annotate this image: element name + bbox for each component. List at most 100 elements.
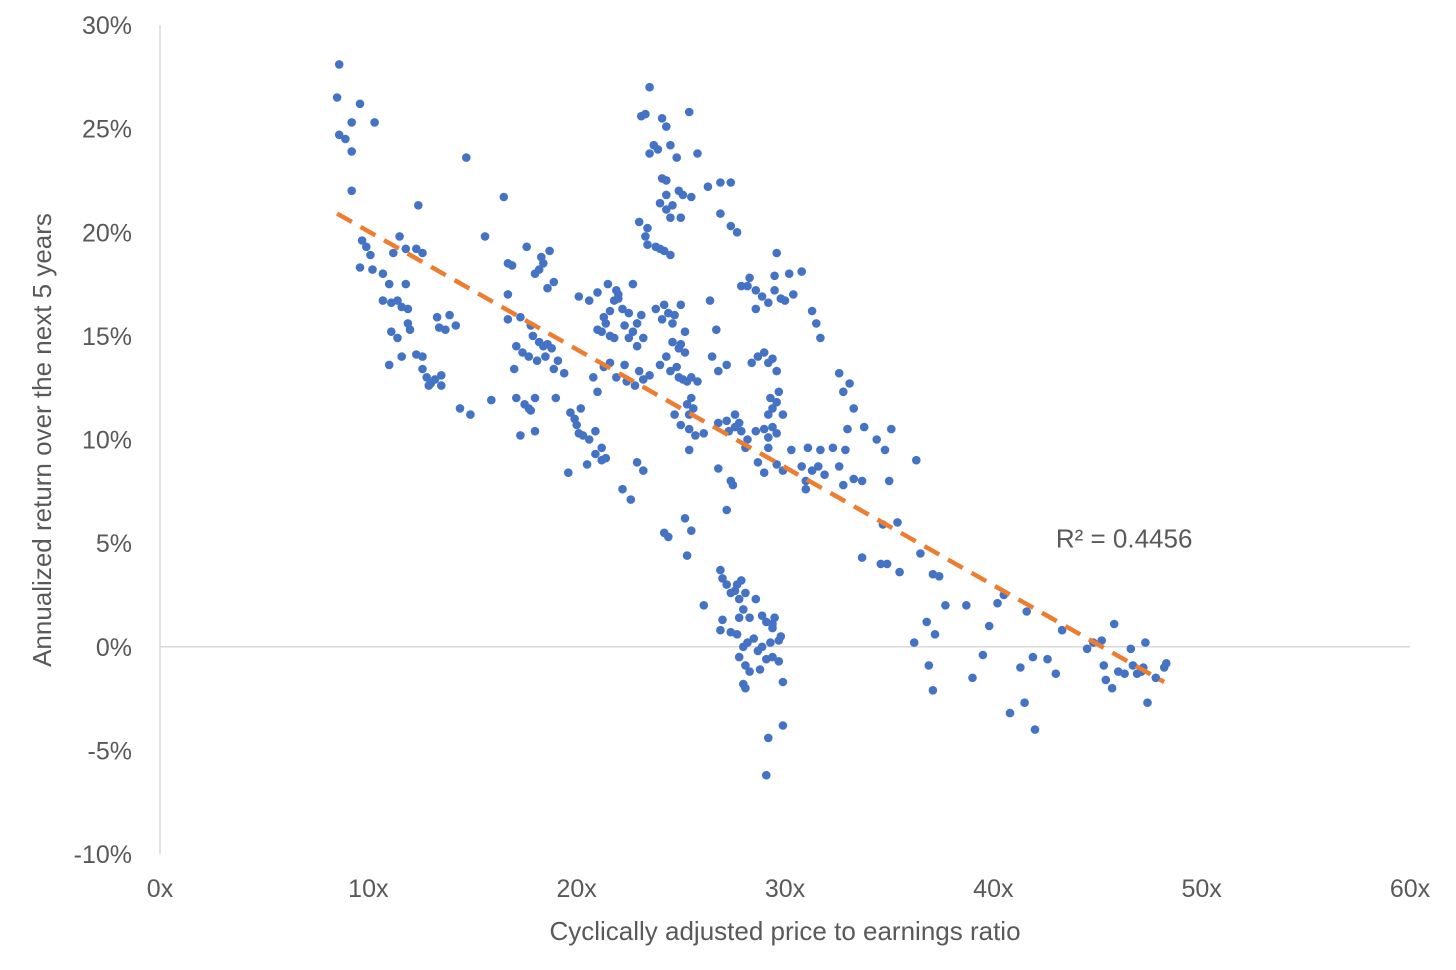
data-point [797,267,806,276]
data-point [668,319,677,328]
data-point [418,352,427,361]
data-point [395,232,404,241]
data-point [843,424,852,434]
data-point [768,652,777,662]
y-tick-label: -10% [74,841,132,869]
data-point [655,198,665,208]
data-point [882,559,892,569]
data-point [512,341,521,351]
data-point [682,400,692,409]
data-point [722,505,731,515]
data-point [384,279,394,289]
y-tick-label: 30% [82,12,132,40]
data-point [1051,669,1061,678]
data-point [355,263,365,272]
data-point [618,484,627,494]
data-point [772,460,781,469]
data-point [801,484,811,494]
data-point [499,192,509,202]
data-point [591,426,600,436]
data-point [978,650,988,660]
data-point [670,310,679,320]
data-point [432,312,442,322]
data-point [662,352,671,361]
data-point [772,248,781,258]
data-point [714,464,723,473]
trendline [335,211,1166,684]
x-tick-label: 50x [1182,875,1223,903]
data-point [716,209,725,218]
data-point [722,580,731,589]
data-point [774,387,784,397]
data-point [362,242,371,252]
data-point [757,292,767,301]
data-point [726,627,736,637]
data-point [993,598,1002,608]
data-point [757,611,767,620]
data-point [441,325,450,335]
data-point [764,433,773,442]
data-point [620,360,629,370]
data-point [772,397,781,407]
data-point [722,416,731,426]
data-point [524,352,534,361]
data-point [666,366,675,376]
data-point [807,466,817,475]
data-point [766,638,775,647]
data-point [574,292,584,301]
x-tick-labels: 0x 10x 20x 30x 40x 50x 60x [147,875,1431,903]
data-point [699,429,709,438]
axes [159,25,1410,854]
x-tick-label: 0x [147,875,174,903]
data-point [778,677,788,687]
data-point [545,246,554,256]
data-point [566,408,575,417]
data-point [355,99,365,109]
data-points [332,60,1171,780]
data-point [684,424,694,434]
data-point [668,201,677,210]
data-point [759,424,769,434]
data-point [895,567,904,577]
data-point [645,149,654,158]
data-point [639,333,648,343]
data-point [778,410,788,419]
data-point [734,652,744,662]
data-point [418,364,427,374]
data-point [609,333,619,343]
data-point [734,594,744,604]
data-point [634,366,644,376]
data-point [745,667,754,676]
data-point [378,269,388,279]
data-point [664,532,673,542]
data-point [347,118,357,127]
data-point [518,348,527,357]
data-point [764,298,773,308]
data-point [341,134,350,144]
data-point [593,387,602,397]
data-point [632,458,642,467]
data-point [803,443,813,453]
data-point [716,178,725,187]
data-point [582,460,592,469]
data-point [584,296,594,305]
data-point [655,360,665,370]
data-point [872,435,881,444]
data-point [528,331,538,341]
data-point [539,259,548,268]
data-point [1030,725,1040,734]
data-point [370,118,379,127]
data-point [1016,663,1025,672]
data-point [857,553,867,562]
data-point [676,420,686,430]
data-point [759,468,769,478]
data-point [624,308,634,318]
data-point [687,393,696,403]
data-point [503,290,513,299]
data-point [1043,654,1052,664]
data-point [772,366,781,376]
data-point [666,213,675,222]
y-tick-label: 10% [82,427,132,455]
data-point [357,236,367,245]
data-point [703,182,713,191]
